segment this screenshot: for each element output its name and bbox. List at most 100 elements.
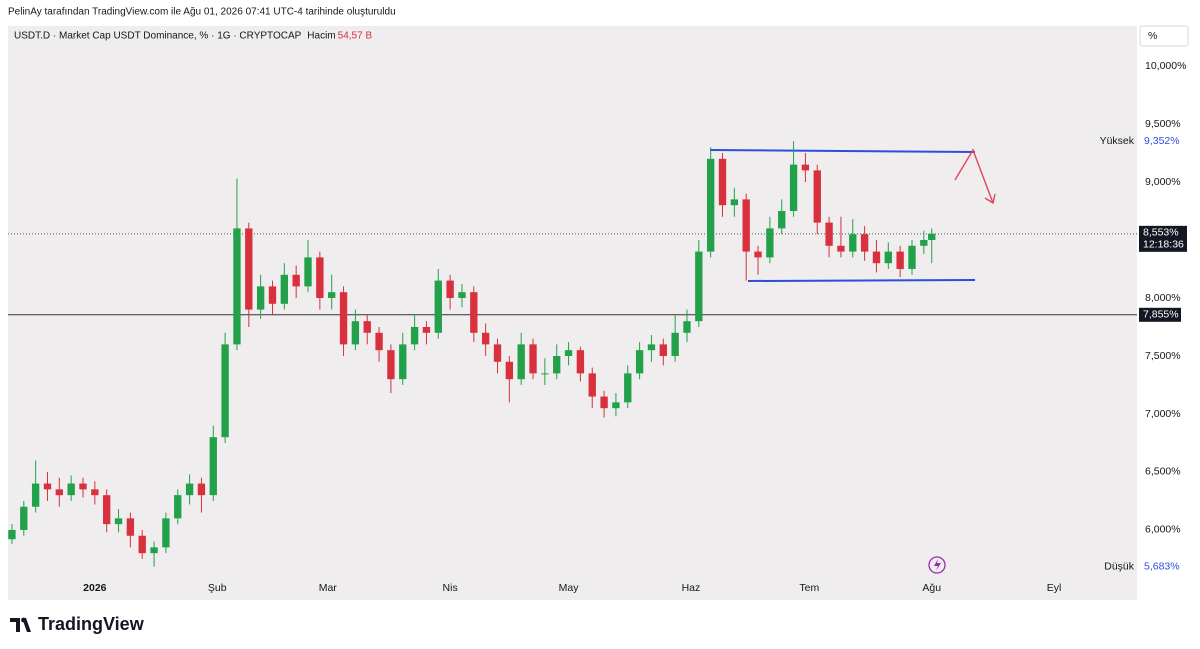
volume-value: 54,57 B — [338, 31, 373, 42]
candle-body — [493, 344, 502, 362]
candle-body — [470, 292, 478, 333]
candle-body — [754, 251, 762, 258]
plot-area — [8, 26, 1137, 576]
candle-body — [928, 233, 936, 240]
brand-logo-dot — [21, 617, 26, 623]
countdown: 12:18:36 — [1143, 239, 1184, 251]
candle-body — [20, 506, 28, 530]
candle-body — [138, 535, 146, 554]
candle-body — [221, 344, 229, 438]
candle-body — [541, 373, 549, 375]
candle-body — [434, 280, 442, 333]
candle-body — [280, 274, 288, 304]
candle-body — [162, 518, 170, 548]
candle-body — [150, 547, 158, 554]
channel-lower — [747, 279, 976, 282]
candle-body — [505, 361, 514, 380]
candle-body — [185, 483, 194, 496]
candle-body — [588, 373, 596, 397]
x-tick-label: Ağu — [922, 582, 941, 594]
unit-button[interactable] — [1139, 25, 1189, 47]
candle-body — [671, 332, 679, 356]
candle-body — [659, 344, 667, 356]
candle-body — [860, 234, 869, 252]
candle-body — [363, 321, 371, 333]
x-tick-label: Haz — [682, 582, 701, 594]
arrow — [954, 148, 994, 204]
y-tick-label: 6,500% — [1145, 466, 1181, 478]
y-tick-label: 10,000% — [1145, 60, 1186, 72]
candle-body — [114, 518, 123, 525]
y-tick-label: 9,500% — [1145, 118, 1181, 130]
candle-body — [399, 344, 407, 380]
candle-body — [79, 483, 87, 490]
y-tick-label: 8,000% — [1145, 292, 1181, 304]
candle-body — [328, 292, 336, 298]
candle-body — [872, 251, 881, 264]
candle-body — [600, 396, 608, 409]
y-tick-label: 6,000% — [1145, 524, 1181, 536]
arrow-head — [984, 193, 996, 205]
candle-body — [553, 355, 561, 374]
candle-body — [647, 344, 656, 351]
channel-upper — [709, 149, 976, 153]
candle-body — [8, 529, 16, 540]
candle-body — [387, 350, 395, 380]
candle-body — [174, 495, 182, 519]
candle-body — [410, 326, 419, 345]
x-tick-label: Şub — [208, 582, 227, 594]
volume-label: Hacim — [307, 31, 335, 42]
candle-body — [801, 164, 810, 171]
event-icon[interactable] — [928, 556, 946, 574]
candle-body — [730, 199, 739, 206]
candle-body — [31, 483, 40, 507]
x-tick-label: Nis — [443, 582, 458, 594]
candle-body — [517, 344, 525, 380]
candle-body — [564, 350, 573, 356]
brand: TradingView — [38, 614, 145, 634]
candle-body — [612, 402, 620, 409]
candle-body — [209, 437, 217, 496]
candle-body — [718, 158, 727, 206]
x-tick-label: May — [559, 582, 580, 594]
candle-body — [908, 245, 916, 269]
high-label: Yüksek — [1100, 135, 1135, 147]
caption: PelinAy tarafından TradingView.com ile A… — [8, 7, 396, 18]
last-price-label: 8,553% — [1143, 227, 1179, 239]
last-price-box — [1139, 225, 1187, 252]
candle-body — [245, 228, 253, 310]
candle-body — [920, 239, 928, 246]
candle-body — [256, 286, 265, 310]
candle-body — [683, 321, 691, 333]
candle-body — [896, 251, 904, 269]
candle-body — [624, 373, 632, 403]
candle-body — [126, 518, 135, 536]
candle-body — [316, 257, 324, 298]
brand-logo-mark — [10, 618, 31, 632]
candle-body — [292, 274, 300, 287]
high-value: 9,352% — [1144, 135, 1180, 147]
unit-button-label[interactable]: % — [1148, 30, 1157, 42]
candle-body — [458, 292, 466, 298]
symbol-title: USDT.D · Market Cap USDT Dominance, % · … — [14, 31, 302, 42]
y-tick-label: 7,500% — [1145, 350, 1181, 362]
candle-body — [304, 257, 312, 287]
candle-body — [635, 350, 644, 374]
candle-body — [576, 350, 585, 374]
y-tick-label: 7,000% — [1145, 408, 1181, 420]
candle-body — [268, 286, 277, 304]
candle-body — [43, 483, 52, 490]
candle-body — [197, 483, 206, 496]
candle-body — [233, 228, 241, 345]
candle-body — [351, 321, 360, 345]
brand-logo — [10, 617, 31, 632]
candle-body — [375, 332, 383, 351]
candle-body — [884, 251, 892, 264]
candle-body — [481, 332, 490, 345]
candle-body — [67, 483, 75, 496]
candle-body — [695, 251, 703, 322]
candle-body — [813, 170, 821, 223]
candle-body — [422, 326, 431, 333]
